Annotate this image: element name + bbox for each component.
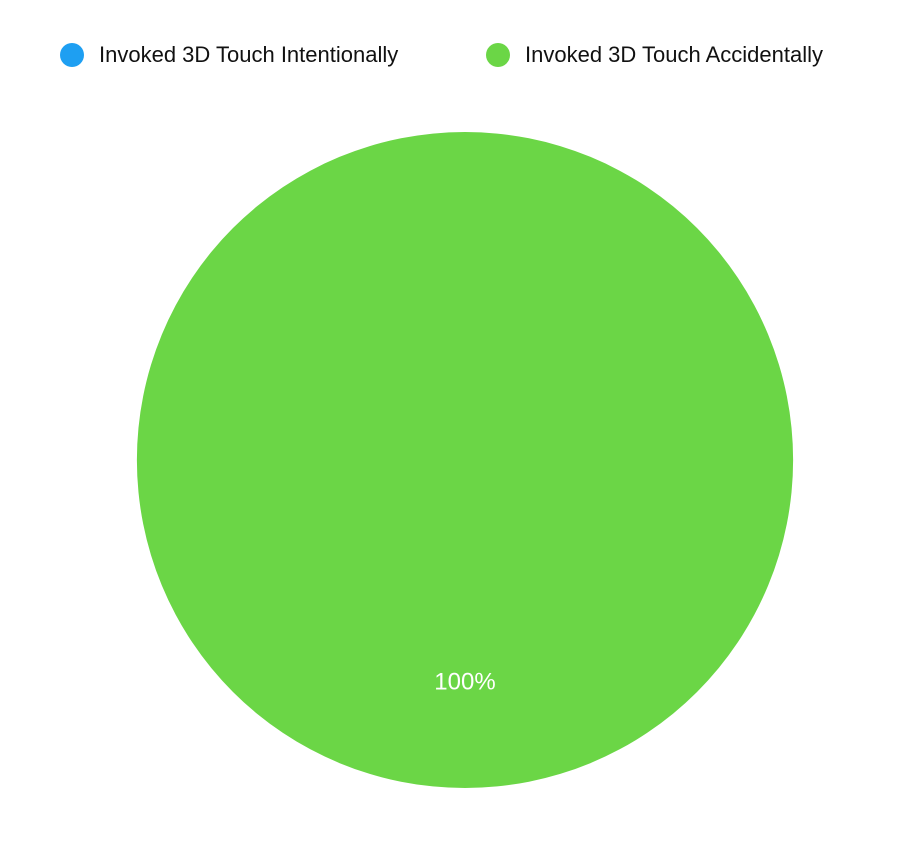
slice-label: 100% — [434, 668, 495, 695]
pie-slice — [136, 131, 794, 788]
legend-swatch — [60, 43, 84, 67]
legend-label: Invoked 3D Touch Accidentally — [525, 42, 823, 67]
legend-label: Invoked 3D Touch Intentionally — [99, 42, 398, 67]
legend-swatch — [486, 43, 510, 67]
